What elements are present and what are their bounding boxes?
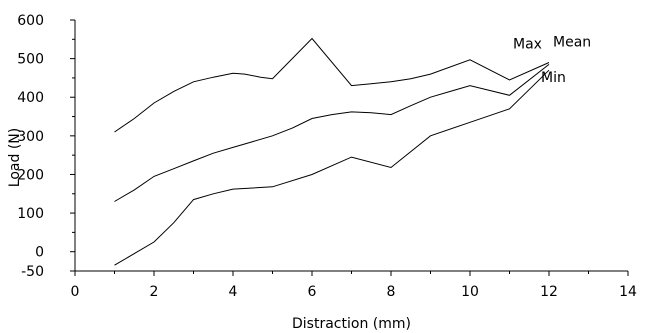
y-tick-label: 0	[35, 245, 44, 261]
y-tick-label: 100	[17, 206, 44, 222]
series-line-mean	[114, 64, 550, 202]
y-tick-label: 300	[17, 129, 44, 145]
x-tick-label: 14	[619, 284, 637, 300]
x-tick-label: 8	[387, 284, 396, 300]
series-label-max: Max	[513, 36, 542, 52]
y-tick-label: 500	[17, 52, 44, 68]
x-tick-label: 10	[461, 284, 479, 300]
y-tick-label: 600	[17, 13, 44, 29]
x-tick-label: 4	[229, 284, 238, 300]
y-tick-label: 400	[17, 90, 44, 106]
labels-group: Max Mean Min	[513, 34, 591, 86]
x-tick-label: 2	[150, 284, 159, 300]
series-label-mean: Mean	[553, 34, 591, 50]
x-tick-label: 0	[71, 284, 80, 300]
y-axis-label: Load (N)	[7, 128, 23, 187]
y-tick-label: -50	[21, 264, 44, 280]
series-group	[114, 37, 550, 266]
series-label-min: Min	[541, 70, 566, 86]
x-axis-label: Distraction (mm)	[292, 316, 411, 332]
series-line-min	[114, 69, 550, 266]
series-line-max	[114, 37, 550, 133]
x-tick-label: 6	[308, 284, 317, 300]
x-tick-label: 12	[540, 284, 558, 300]
y-tick-label: 200	[17, 167, 44, 183]
axes: -50 0 100 200 300 400 500 600 0 2 4 6 8 10 12 14	[17, 13, 637, 300]
